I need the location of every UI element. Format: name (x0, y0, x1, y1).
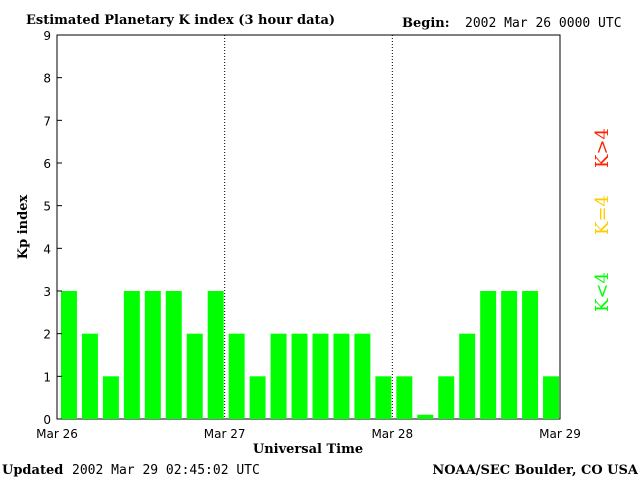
x-tick-label: Mar 27 (204, 427, 246, 441)
kp-bars (61, 291, 559, 419)
begin-label: Begin: (402, 16, 450, 31)
day-gridlines (224, 35, 393, 419)
kp-bar (228, 333, 245, 419)
x-axis-ticks: Mar 26 Mar 27 Mar 28 Mar 29 (36, 427, 581, 441)
kp-bar (61, 291, 77, 419)
kp-bar (417, 414, 434, 419)
x-tick-label: Mar 26 (36, 427, 78, 441)
legend: K<4 K=4 K>4 (592, 128, 613, 312)
plot-area (56, 34, 561, 420)
kp-bar (186, 333, 203, 419)
source-credit: NOAA/SEC Boulder, CO USA (432, 463, 639, 478)
updated-value: 2002 Mar 29 02:45:02 UTC (72, 463, 260, 478)
kp-bar (375, 376, 392, 419)
chart-title: Estimated Planetary K index (3 hour data… (26, 13, 335, 28)
legend-k-less-4: K<4 (592, 272, 613, 312)
y-axis-label: Kp index (16, 195, 31, 260)
kp-bar (123, 291, 140, 419)
y-tick-label: 8 (43, 72, 51, 86)
y-tick-label: 7 (43, 114, 51, 128)
kp-bar (501, 291, 518, 419)
kp-bar (543, 376, 559, 419)
y-tick-label: 0 (43, 413, 51, 427)
y-tick-label: 9 (43, 29, 51, 43)
y-tick-label: 3 (43, 285, 51, 299)
kp-bar (312, 333, 329, 419)
kp-bar (354, 333, 371, 419)
y-tick-label: 4 (43, 242, 51, 256)
legend-k-greater-4: K>4 (592, 128, 613, 168)
x-tick-label: Mar 28 (371, 427, 413, 441)
y-tick-label: 1 (43, 370, 51, 384)
legend-k-equal-4: K=4 (592, 195, 613, 235)
y-tick-label: 5 (43, 200, 51, 214)
kp-bar (291, 333, 308, 419)
kp-bar (165, 291, 182, 419)
kp-bar (438, 376, 455, 419)
begin-value: 2002 Mar 26 0000 UTC (465, 16, 622, 31)
x-axis-label: Universal Time (253, 442, 363, 457)
updated-label: Updated (2, 463, 63, 478)
y-axis-ticks: 0 1 2 3 4 5 6 7 8 9 (43, 29, 62, 427)
kp-bar (459, 333, 476, 419)
kp-bar (396, 376, 413, 419)
y-tick-label: 2 (43, 328, 51, 342)
kp-bar (249, 376, 266, 419)
kp-bar (81, 333, 98, 419)
x-tick-label: Mar 29 (539, 427, 581, 441)
kp-bar (333, 333, 350, 419)
kp-bar (270, 333, 287, 419)
kp-bar (102, 376, 119, 419)
kp-bar (207, 291, 224, 419)
kp-bar (522, 291, 539, 419)
y-tick-label: 6 (43, 157, 51, 171)
kp-bar (480, 291, 497, 419)
kp-bar (144, 291, 161, 419)
